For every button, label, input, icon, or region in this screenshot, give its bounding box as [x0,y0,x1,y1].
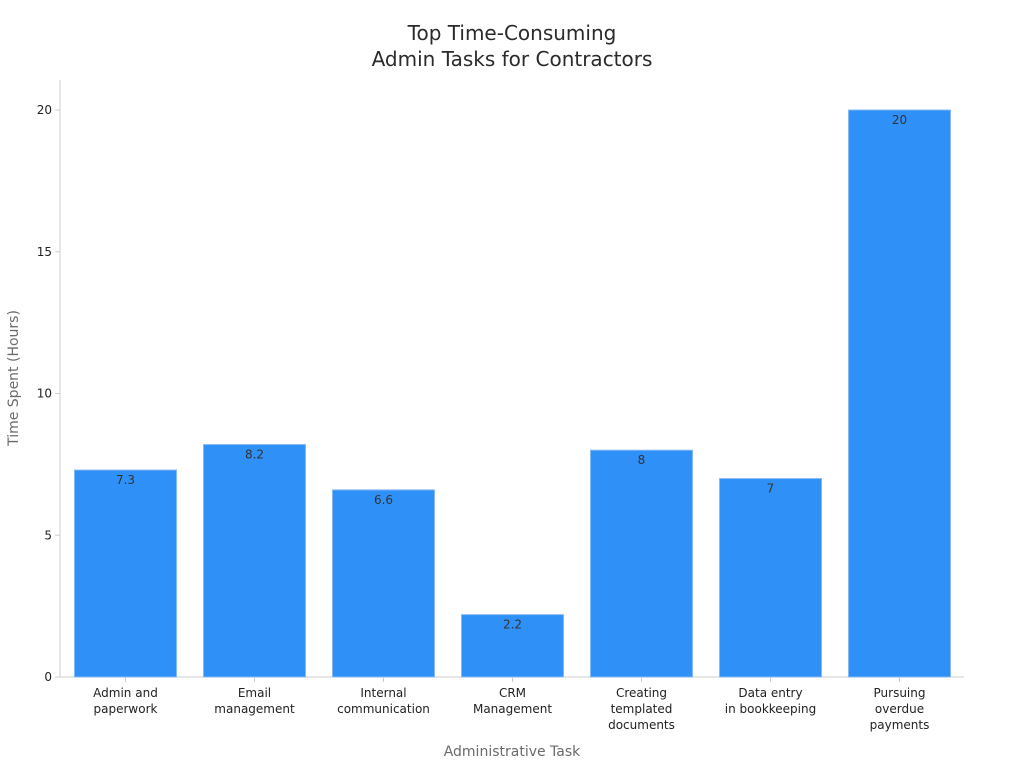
chart-title-line-2: Admin Tasks for Contractors [372,47,653,71]
y-tick-label: 5 [44,528,52,542]
x-tick-label-line: payments [870,718,930,732]
bar-value-label: 6.6 [374,493,393,507]
x-tick-label-line: Creating [616,686,667,700]
bar-value-label: 7 [767,482,775,496]
x-tick-label: Pursuing overdue payments [870,686,930,732]
x-tick-label-line: documents [608,718,675,732]
bar-value-label: 8 [638,453,646,467]
x-tick-label: Email management [214,686,295,716]
x-tick-label-line: Admin and [93,686,158,700]
x-axis-title: Administrative Task [444,744,581,760]
x-tick-label: Admin and paperwork [93,686,158,716]
x-tick-label-line: CRM [499,686,526,700]
x-tick-label-line: management [214,702,295,716]
bar [590,449,693,678]
y-tick-label: 15 [37,245,52,259]
x-tick-label: Creating templated documents [608,686,675,732]
bar [719,478,822,678]
chart-title-line-1: Top Time-Consuming [407,21,617,45]
bar-value-label: 8.2 [245,448,264,462]
x-tick-label: CRM Management [473,686,552,716]
x-tick-label-line: overdue [875,702,924,716]
x-tick-label-line: Pursuing [874,686,926,700]
x-tick-label-line: Data entry [738,686,802,700]
y-axis-title: Time Spent (Hours) [6,310,22,447]
bar [74,469,177,678]
x-tick-label-line: Email [238,686,271,700]
bar-value-label: 2.2 [503,618,522,632]
x-tick-label-line: paperwork [94,702,158,716]
y-tick-label: 20 [37,103,52,117]
bar-value-label: 7.3 [116,473,135,487]
x-tick-label: Internal communication [337,686,430,716]
bar-value-label: 20 [892,113,907,127]
x-tick-label-line: in bookkeeping [725,702,816,716]
y-tick-label: 10 [37,387,52,401]
x-tick-label: Data entry in bookkeeping [725,686,816,716]
bar [332,489,435,678]
y-tick-label: 0 [44,670,52,684]
x-tick-label-line: templated [611,702,673,716]
bars: 7.3 8.2 6.6 2.2 8 7 20 [74,109,951,678]
x-tick-label-line: Internal [360,686,406,700]
bar [848,109,951,678]
x-tick-label-line: Management [473,702,552,716]
x-tick-labels: Admin and paperwork Email management Interna… [93,677,929,732]
bar [203,444,306,678]
x-tick-label-line: communication [337,702,430,716]
y-ticks: 0 5 10 15 20 [37,103,60,684]
